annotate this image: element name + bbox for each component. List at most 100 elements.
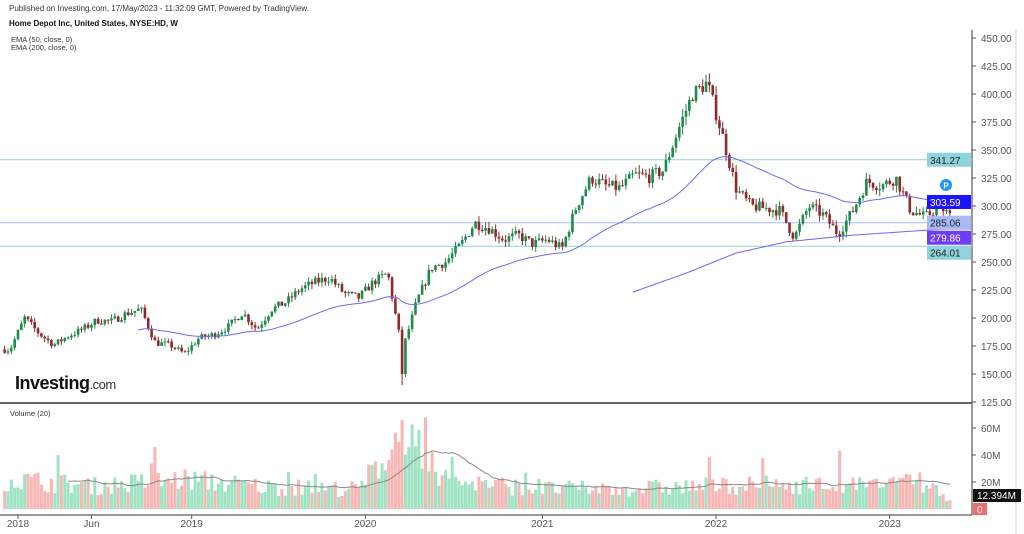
volume-bar bbox=[778, 486, 782, 509]
candle-up bbox=[283, 303, 287, 306]
volume-bar bbox=[19, 489, 23, 509]
candle-up bbox=[794, 231, 798, 239]
candle-up bbox=[778, 205, 781, 216]
volume-bar bbox=[884, 483, 888, 509]
price-tick-label: 275.00 bbox=[981, 230, 1012, 241]
volume-bar bbox=[180, 485, 184, 509]
candle-down bbox=[237, 319, 240, 321]
price-tick-label: 400.00 bbox=[981, 90, 1012, 101]
candle-up bbox=[307, 281, 310, 286]
price-tick-label: 450.00 bbox=[981, 34, 1012, 45]
price-tick-label: 175.00 bbox=[981, 342, 1012, 353]
candle-down bbox=[106, 319, 110, 321]
volume-bar bbox=[113, 477, 117, 509]
volume-bar bbox=[564, 484, 568, 509]
volume-bar bbox=[373, 461, 377, 509]
volume-bar bbox=[497, 478, 501, 509]
volume-bar bbox=[801, 479, 805, 509]
volume-bar bbox=[236, 479, 240, 509]
candle-down bbox=[477, 221, 481, 230]
volume-bar bbox=[420, 468, 424, 509]
candle-up bbox=[417, 294, 421, 303]
level-price-label-bg bbox=[927, 245, 971, 260]
earnings-badge-icon[interactable] bbox=[940, 179, 952, 191]
volume-bar bbox=[210, 474, 214, 509]
candle-down bbox=[701, 86, 704, 92]
candle-up bbox=[567, 232, 571, 237]
volume-bar bbox=[480, 481, 484, 509]
candle-down bbox=[487, 228, 491, 234]
candle-up bbox=[464, 236, 467, 240]
volume-bar bbox=[26, 473, 30, 509]
volume-bar bbox=[784, 489, 788, 509]
volume-bar bbox=[544, 482, 548, 509]
candle-up bbox=[557, 242, 561, 248]
candle-up bbox=[841, 231, 845, 237]
volume-bar bbox=[36, 472, 40, 509]
candle-down bbox=[430, 269, 434, 271]
volume-bar bbox=[667, 494, 671, 509]
volume-bar bbox=[287, 471, 291, 509]
candle-down bbox=[390, 277, 394, 299]
chart-title: Home Depot Inc, United States, NYSE:HD, … bbox=[9, 19, 178, 28]
volume-bar bbox=[854, 489, 858, 509]
volume-bar bbox=[59, 475, 63, 509]
candle-up bbox=[220, 332, 224, 335]
candle-up bbox=[197, 338, 200, 345]
volume-bar bbox=[29, 477, 33, 509]
volume-bar bbox=[537, 478, 541, 509]
candle-down bbox=[521, 233, 524, 242]
candle-down bbox=[561, 242, 564, 247]
legend-ema200[interactable]: EMA (200, close, 0) bbox=[11, 43, 77, 52]
candle-down bbox=[905, 191, 908, 196]
candle-up bbox=[617, 185, 621, 190]
volume-bar bbox=[634, 490, 638, 509]
candle-down bbox=[554, 240, 558, 248]
candle-up bbox=[935, 206, 938, 216]
candle-up bbox=[671, 147, 674, 158]
volume-bar bbox=[173, 472, 177, 509]
legend-ema50[interactable]: EMA (50, close, 0) bbox=[11, 35, 73, 44]
volume-bar bbox=[250, 483, 254, 509]
volume-bar bbox=[397, 442, 401, 509]
candle-down bbox=[36, 328, 40, 334]
candle-down bbox=[601, 179, 604, 181]
volume-bar bbox=[714, 491, 718, 509]
price-tick-label: 350.00 bbox=[981, 146, 1012, 157]
volume-bar bbox=[898, 478, 902, 509]
volume-bar bbox=[176, 488, 180, 509]
candle-up bbox=[511, 233, 514, 237]
candle-up bbox=[407, 328, 411, 339]
candle-up bbox=[571, 213, 574, 233]
volume-bar bbox=[681, 493, 685, 509]
candle-down bbox=[748, 198, 751, 200]
volume-bar bbox=[781, 483, 785, 509]
legend-volume[interactable]: Volume (20) bbox=[10, 409, 51, 418]
candle-down bbox=[734, 172, 738, 193]
volume-bar bbox=[747, 476, 751, 509]
candle-up bbox=[20, 323, 23, 330]
volume-bar bbox=[243, 480, 247, 509]
volume-bar bbox=[190, 489, 194, 509]
candle-up bbox=[587, 177, 591, 190]
volume-bar bbox=[931, 483, 935, 509]
volume-bar bbox=[383, 470, 387, 509]
volume-bar bbox=[510, 495, 514, 509]
candle-up bbox=[267, 316, 270, 321]
logo-suffix: .com bbox=[89, 377, 117, 392]
candle-up bbox=[287, 296, 290, 304]
volume-bar bbox=[691, 480, 695, 509]
volume-bar bbox=[774, 479, 778, 509]
volume-bar bbox=[196, 481, 200, 509]
candle-down bbox=[43, 336, 47, 339]
price-tick-label: 125.00 bbox=[981, 398, 1012, 409]
volume-bar bbox=[914, 479, 918, 509]
candle-up bbox=[694, 86, 698, 101]
ema-price-label: 279.86 bbox=[930, 234, 961, 245]
volume-bar bbox=[337, 496, 341, 509]
volume-bar bbox=[788, 483, 792, 509]
candle-up bbox=[260, 324, 264, 328]
candle-down bbox=[761, 201, 765, 209]
